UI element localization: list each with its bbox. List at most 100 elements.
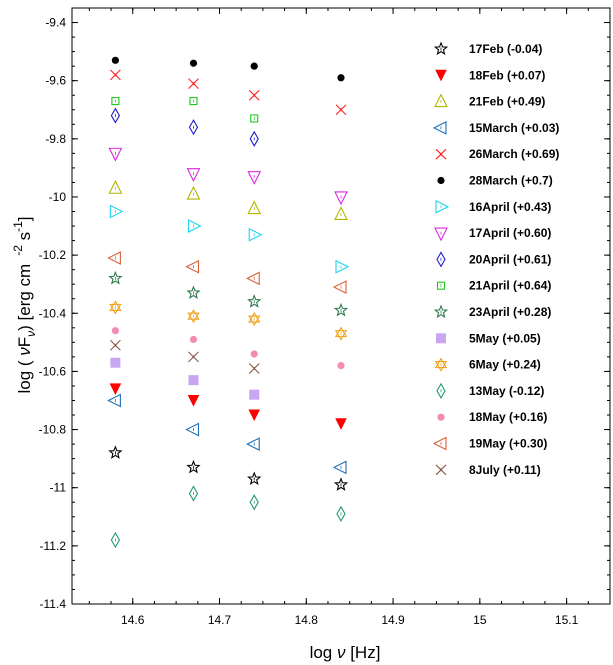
plot-frame <box>71 7 611 605</box>
data-point <box>250 350 258 358</box>
legend-label: 17April (+0.60) <box>469 226 551 240</box>
legend-label: 23April (+0.28) <box>469 305 551 319</box>
y-tick-label: -10.4 <box>39 306 67 320</box>
data-point <box>247 294 262 308</box>
legend-marker <box>436 281 446 290</box>
x-tick-label: 14.6 <box>121 613 145 627</box>
data-point <box>107 393 121 408</box>
data-point <box>109 69 121 81</box>
data-point <box>109 339 121 351</box>
data-point <box>189 59 198 67</box>
data-point <box>111 56 119 64</box>
data-point <box>185 422 200 437</box>
legend-marker <box>435 148 447 160</box>
data-point <box>248 409 261 422</box>
legend-label: 5May (+0.05) <box>469 331 541 345</box>
y-tick-label: -10.2 <box>39 248 67 262</box>
data-point <box>247 171 262 185</box>
y-tick-label: -11 <box>50 481 67 495</box>
y-tick-label: -9.8 <box>45 132 66 146</box>
data-point <box>250 62 258 70</box>
data-point <box>249 389 260 400</box>
data-point <box>334 191 348 206</box>
legend-label: 15March (+0.03) <box>469 121 559 135</box>
data-point <box>247 200 262 215</box>
legend-marker <box>437 176 445 185</box>
legend-label: 8July (+0.11) <box>469 463 541 477</box>
data-point <box>107 251 121 265</box>
legend-label: 26March (+0.69) <box>469 147 559 161</box>
data-point <box>248 311 261 327</box>
data-point <box>108 270 123 285</box>
legend-label: 21April (+0.64) <box>469 279 551 293</box>
data-point <box>109 300 122 315</box>
legend-marker <box>432 436 447 451</box>
data-point <box>333 302 349 317</box>
data-point <box>248 89 260 101</box>
data-point <box>332 280 347 294</box>
data-point <box>250 114 259 123</box>
data-point <box>189 96 198 106</box>
data-point <box>337 362 345 370</box>
legend-marker <box>436 382 446 400</box>
legend-label: 28March (+0.7) <box>469 174 553 188</box>
data-point <box>245 437 260 451</box>
data-point <box>248 227 263 242</box>
data-point <box>108 180 123 194</box>
data-point <box>186 185 201 200</box>
data-point <box>186 459 201 474</box>
legend: 17Feb (-0.04) 18Feb (+0.07) 21Feb (+0.49) 1… <box>432 41 559 477</box>
y-tick-label: -11.4 <box>40 597 67 611</box>
legend-marker <box>436 333 446 344</box>
data-point <box>337 74 345 82</box>
data-point <box>334 326 348 341</box>
x-tick-label: 14.8 <box>295 613 319 627</box>
legend-label: 6May (+0.24) <box>469 358 541 372</box>
data-point <box>332 460 347 475</box>
data-point <box>187 394 200 407</box>
legend-marker <box>434 357 448 372</box>
data-point <box>186 285 201 299</box>
x-axis-label: log ν [Hz] <box>310 643 381 662</box>
legend-marker <box>433 41 449 56</box>
legend-marker <box>432 121 447 135</box>
legend-marker <box>434 227 448 242</box>
data-point <box>188 485 199 502</box>
y-tick-label: -9.6 <box>45 74 66 88</box>
legend-marker <box>435 464 447 476</box>
data-point <box>335 418 347 430</box>
y-tick-label: -10.8 <box>39 423 67 437</box>
data-point <box>188 351 199 363</box>
legend-label: 13May (-0.12) <box>469 384 544 398</box>
y-tick-label: -10 <box>49 190 67 204</box>
data-point <box>335 259 350 274</box>
data-point <box>333 477 349 491</box>
data-point <box>248 363 260 374</box>
data-point <box>249 130 259 147</box>
data-point <box>110 107 121 124</box>
legend-marker <box>437 413 445 421</box>
data-point <box>247 471 262 486</box>
data-point <box>187 309 200 324</box>
legend-marker <box>433 304 449 319</box>
data-point <box>336 505 346 522</box>
x-tick-label: 14.7 <box>208 613 232 627</box>
legend-label: 21Feb (+0.49) <box>469 95 545 109</box>
legend-label: 18Feb (+0.07) <box>469 68 545 82</box>
data-point <box>188 78 199 89</box>
legend-label: 17Feb (-0.04) <box>469 42 542 56</box>
legend-marker <box>435 69 447 82</box>
legend-label: 20April (+0.61) <box>469 252 551 266</box>
legend-label: 18May (+0.16) <box>469 410 547 424</box>
data-point <box>187 219 202 233</box>
data-point <box>185 259 200 274</box>
x-tick-label: 15.1 <box>555 613 579 627</box>
data-point <box>109 383 122 395</box>
y-tick-label: -11.2 <box>40 539 67 553</box>
data-point <box>189 335 198 344</box>
data-point <box>110 531 121 549</box>
legend-marker <box>434 93 448 108</box>
legend-marker <box>436 251 446 268</box>
data-point <box>111 327 119 335</box>
